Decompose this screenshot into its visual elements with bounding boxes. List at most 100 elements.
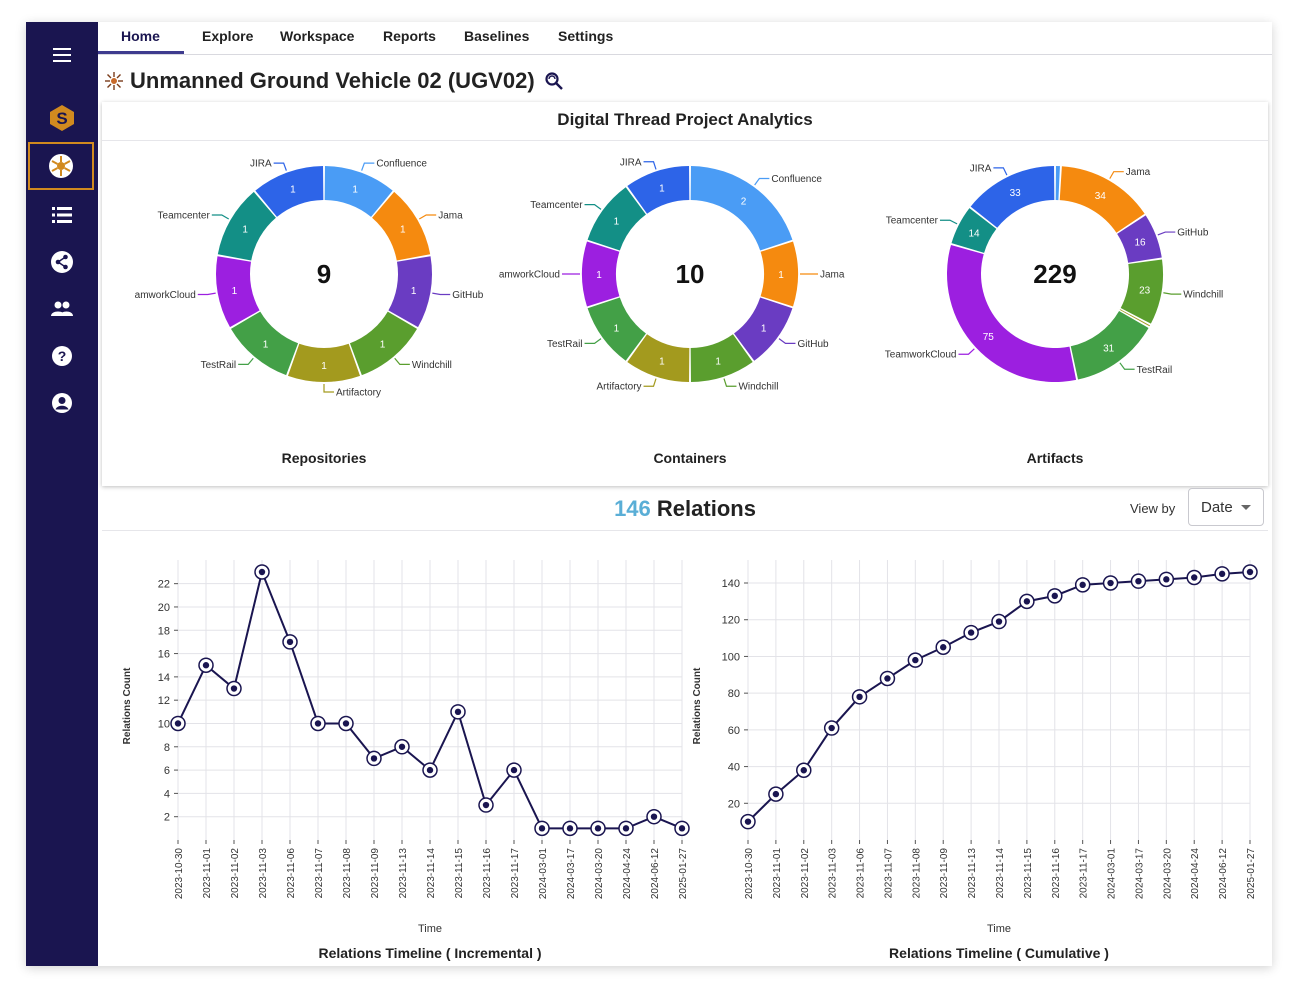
slice-leader-line <box>958 348 975 355</box>
data-point-center <box>1079 581 1086 589</box>
slice-leader-line <box>1163 292 1182 295</box>
x-tick-label: 2024-03-17 <box>566 848 577 900</box>
slice-value: 1 <box>263 340 269 351</box>
data-point-center <box>1163 576 1170 583</box>
y-axis-label: Relations Count <box>692 667 703 744</box>
x-tick-label: 2023-11-15 <box>454 848 465 899</box>
tab-baselines[interactable]: Baselines <box>464 28 530 44</box>
y-tick-label: 140 <box>722 578 740 590</box>
list-icon[interactable] <box>26 192 98 238</box>
tab-settings[interactable]: Settings <box>558 28 614 44</box>
donut-slice[interactable] <box>1070 310 1149 380</box>
project-hub-icon[interactable] <box>28 142 94 190</box>
donut-slice[interactable] <box>1117 215 1162 263</box>
slice-leader-line <box>1109 171 1124 179</box>
donut-slice[interactable] <box>760 241 798 307</box>
tab-home[interactable]: Home <box>121 28 160 44</box>
data-point-center <box>398 743 406 750</box>
project-hub-icon <box>105 72 123 90</box>
slice-value: 1 <box>400 225 406 236</box>
help-icon[interactable]: ? <box>26 333 98 379</box>
people-icon[interactable] <box>26 286 98 332</box>
x-tick-label: 2023-11-08 <box>911 848 922 899</box>
donut-slice[interactable] <box>582 241 620 307</box>
x-tick-label: 2023-10-30 <box>174 848 185 900</box>
donut-label-containers: Containers <box>653 450 727 466</box>
y-tick-label: 20 <box>158 602 170 614</box>
donut-slice[interactable] <box>217 191 276 261</box>
donut-slice[interactable] <box>951 208 997 253</box>
donut-slice[interactable] <box>587 187 646 251</box>
slice-value: 2 <box>741 196 747 207</box>
analytics-title: Digital Thread Project Analytics <box>557 110 813 129</box>
donut-slice[interactable] <box>230 311 299 376</box>
slice-leader-line <box>643 378 657 387</box>
donut-slice[interactable] <box>734 297 793 361</box>
slice-value: 1 <box>614 323 620 334</box>
donut-artifacts: 34 Jama 16 GitHub 23 Windchill 31 TestRail 75 Tea… <box>885 163 1223 382</box>
app-window: S ? Home Explore Workspace Reports Basel… <box>26 22 1272 966</box>
donut-total: 9 <box>317 259 331 289</box>
slice-leader-line <box>993 167 1008 176</box>
donut-slice[interactable] <box>255 166 324 217</box>
donut-slice[interactable] <box>1059 166 1145 233</box>
donut-slice[interactable] <box>1119 309 1150 327</box>
donut-slice[interactable] <box>690 166 793 251</box>
slice-value: 23 <box>1139 286 1151 297</box>
donut-slice[interactable] <box>970 166 1055 228</box>
donut-slice[interactable] <box>627 334 690 382</box>
x-tick-label: 2023-11-13 <box>967 848 978 899</box>
donut-slice[interactable] <box>1055 166 1060 201</box>
app-logo-icon[interactable]: S <box>26 95 98 141</box>
x-tick-label: 2023-11-02 <box>800 848 811 899</box>
donut-label-repositories: Repositories <box>281 450 367 466</box>
donut-slice[interactable] <box>947 244 1077 382</box>
data-point-center <box>650 813 658 820</box>
data-point-center <box>967 629 975 636</box>
slice-value: 1 <box>380 340 386 351</box>
slice-leader-line <box>361 162 375 171</box>
data-point-center <box>1218 570 1226 578</box>
slice-label: TeamworkCloud <box>885 350 957 361</box>
tab-explore[interactable]: Explore <box>202 28 254 44</box>
slice-value: 34 <box>1095 191 1107 202</box>
slice-leader-line <box>238 357 254 365</box>
data-point-center <box>772 790 780 798</box>
donut-slice[interactable] <box>690 334 753 382</box>
donut-slice[interactable] <box>349 311 418 376</box>
donut-slice[interactable] <box>324 166 393 217</box>
data-point-center <box>678 825 686 832</box>
x-tick-label: 2024-03-20 <box>1162 848 1173 900</box>
donut-slice[interactable] <box>216 256 260 328</box>
donut-total: 10 <box>676 259 705 289</box>
y-tick-label: 18 <box>158 625 170 637</box>
x-tick-label: 2023-11-17 <box>510 848 521 899</box>
y-tick-label: 12 <box>158 695 170 707</box>
donut-slice[interactable] <box>287 343 361 382</box>
share-network-icon[interactable] <box>26 239 98 285</box>
slice-label: Windchill <box>738 382 778 393</box>
x-tick-label: 2023-11-03 <box>258 848 269 899</box>
slice-label: JIRA <box>620 157 642 168</box>
slice-leader-line <box>394 357 410 365</box>
slice-value: 1 <box>778 270 784 281</box>
donut-slice[interactable] <box>587 297 646 361</box>
donut-slice[interactable] <box>627 166 690 214</box>
data-point-center <box>370 755 378 762</box>
slice-leader-line <box>432 292 451 296</box>
y-tick-label: 4 <box>164 788 170 800</box>
tab-reports[interactable]: Reports <box>383 28 436 44</box>
x-tick-label: 2023-11-07 <box>883 848 894 899</box>
donut-slice[interactable] <box>388 256 432 328</box>
tab-workspace[interactable]: Workspace <box>280 28 355 44</box>
x-tick-label: 2023-11-07 <box>314 848 325 899</box>
x-tick-label: 2023-11-03 <box>828 848 839 899</box>
hamburger-menu-icon[interactable] <box>26 32 98 78</box>
donut-slice[interactable] <box>372 191 431 261</box>
slice-label: TestRail <box>201 360 237 371</box>
slice-label: Windchill <box>1183 290 1223 301</box>
view-by-select[interactable]: Date <box>1188 488 1264 526</box>
donut-slice[interactable] <box>1120 259 1163 324</box>
search-refresh-icon[interactable] <box>543 70 565 92</box>
user-account-icon[interactable] <box>26 380 98 426</box>
